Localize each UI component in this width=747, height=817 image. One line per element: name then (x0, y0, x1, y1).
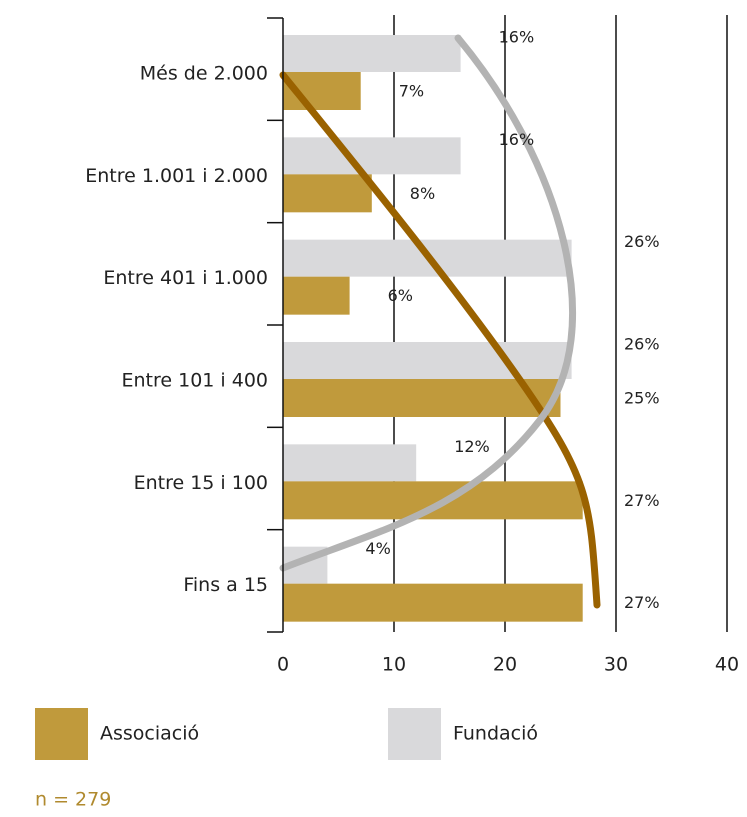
y-tick-label: Entre 401 i 1.000 (103, 267, 268, 289)
note: n = 279 (35, 789, 111, 811)
bar (283, 342, 572, 379)
trend-curve (279, 71, 601, 609)
bar (283, 379, 561, 417)
value-label: 8% (410, 184, 435, 203)
y-tick-label: Entre 101 i 400 (121, 370, 268, 392)
y-tick-label: Més de 2.000 (140, 63, 268, 85)
x-tick-label: 40 (715, 654, 739, 676)
value-label: 25% (624, 389, 660, 408)
value-label: 4% (365, 539, 390, 558)
y-tick-label: Entre 15 i 100 (134, 472, 268, 494)
value-label: 26% (624, 335, 660, 354)
bar (283, 583, 583, 622)
bar (283, 481, 583, 520)
bar (283, 35, 461, 72)
value-label: 16% (499, 28, 535, 47)
x-tick-label: 0 (277, 654, 289, 676)
x-tick-label: 10 (382, 654, 406, 676)
value-label: 27% (624, 593, 660, 612)
legend-swatch (388, 708, 441, 760)
y-tick-label: Entre 1.001 i 2.000 (85, 165, 268, 187)
legend-swatch (35, 708, 88, 760)
value-label: 26% (624, 232, 660, 251)
value-label: 16% (499, 130, 535, 149)
value-label: 27% (624, 491, 660, 510)
y-tick-label: Fins a 15 (183, 574, 268, 596)
x-tick-label: 20 (493, 654, 517, 676)
legend-label: Associació (100, 723, 199, 745)
trend-curve (279, 34, 577, 572)
legend-label: Fundació (453, 723, 538, 745)
bar (283, 137, 461, 175)
bar (283, 444, 417, 482)
bar (283, 174, 372, 213)
x-tick-label: 30 (604, 654, 628, 676)
value-label: 12% (454, 437, 490, 456)
bar (283, 276, 350, 315)
value-label: 7% (399, 82, 424, 101)
value-label: 6% (388, 286, 413, 305)
